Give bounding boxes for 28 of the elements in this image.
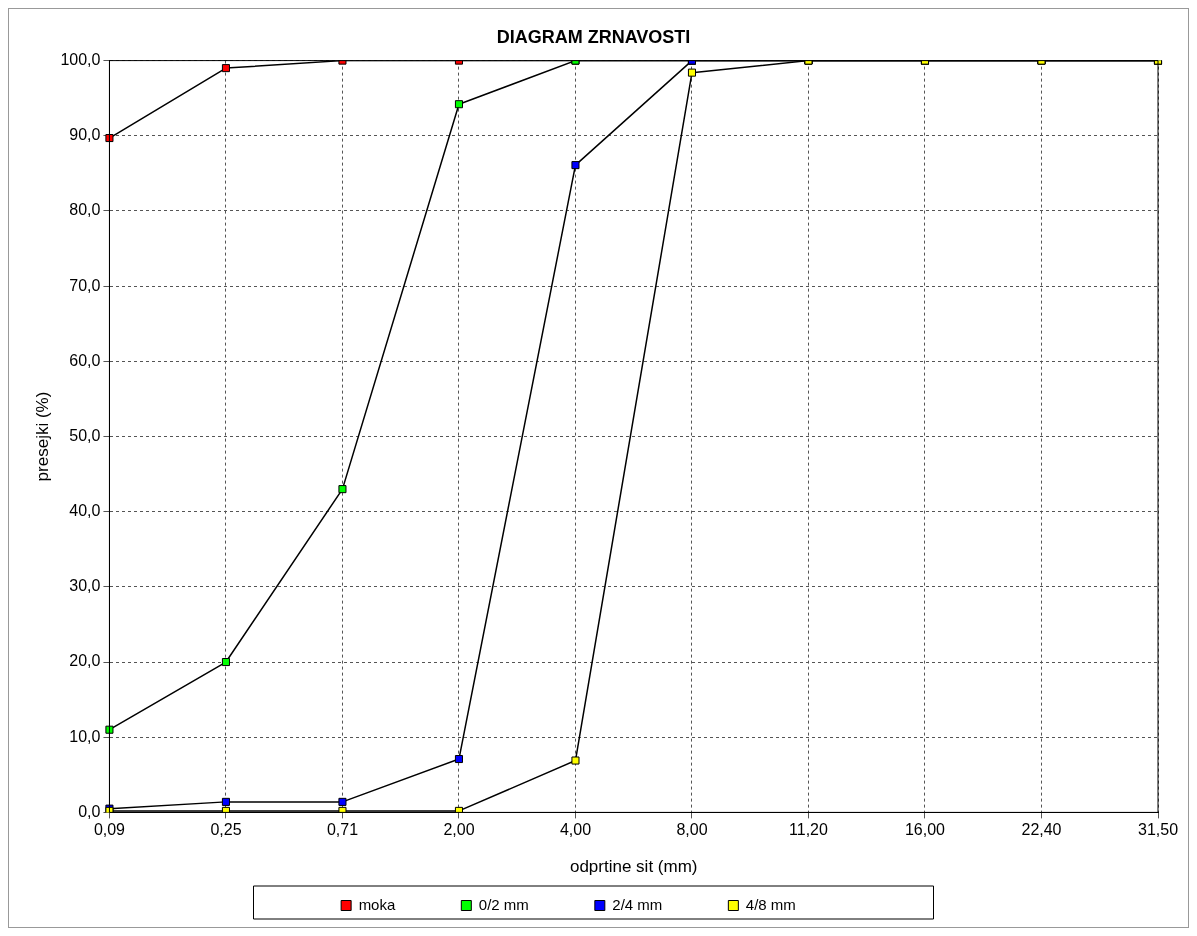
x-tick-label: 0,71: [326, 821, 359, 839]
x-tick-label: 31,50: [1137, 821, 1179, 839]
chart-title: DIAGRAM ZRNAVOSTI: [496, 26, 691, 47]
x-tick-label: 22,40: [1021, 821, 1062, 839]
y-tick-label: 40,0: [69, 502, 101, 520]
legend-label: 0/2 mm: [478, 895, 579, 913]
legend-label: 4/8 mm: [745, 895, 846, 913]
x-tick-label: 16,00: [904, 821, 946, 839]
legend-label: moka: [358, 895, 446, 913]
y-tick-label: 90,0: [69, 126, 101, 144]
y-tick-label: 0,0: [78, 802, 101, 820]
y-tick-label: 20,0: [69, 652, 101, 670]
y-tick-label: 30,0: [69, 577, 101, 595]
x-tick-label: 11,20: [789, 821, 828, 839]
y-axis-title: presejki (%): [32, 391, 52, 482]
x-axis-title: odprtine sit (mm): [569, 857, 698, 877]
y-tick-label: 100,0: [60, 51, 101, 69]
y-tick-label: 70,0: [69, 276, 101, 294]
x-tick-label: 0,25: [210, 821, 242, 839]
x-tick-label: 2,00: [443, 821, 475, 839]
y-tick-label: 80,0: [69, 201, 101, 219]
y-tick-label: 10,0: [69, 727, 101, 745]
y-tick-label: 60,0: [69, 351, 101, 369]
legend-label: 2/4 mm: [612, 895, 713, 913]
x-tick-label: 0,09: [93, 821, 126, 839]
x-tick-label: 8,00: [676, 821, 708, 839]
y-tick-label: 50,0: [69, 426, 101, 444]
x-tick-label: 4,00: [559, 821, 592, 839]
